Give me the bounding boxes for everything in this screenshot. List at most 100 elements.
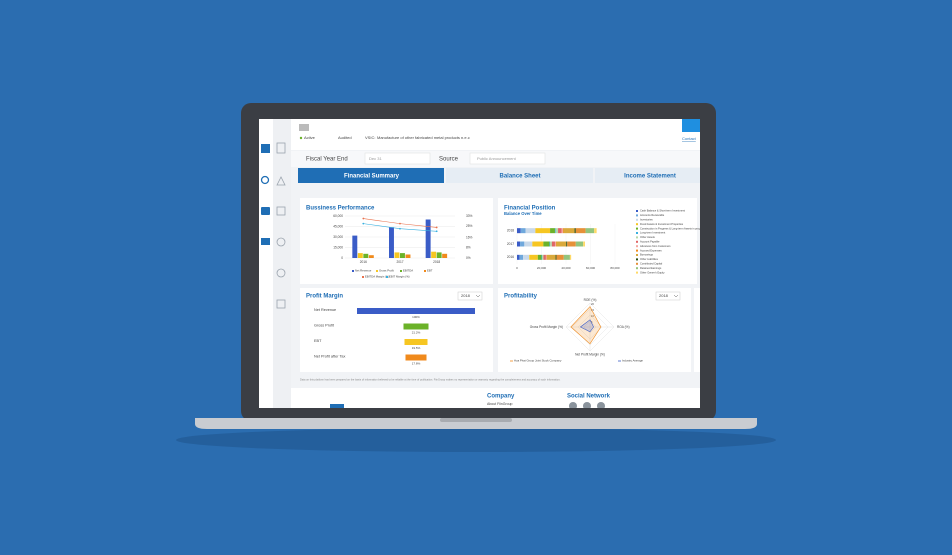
y2-tick-label: 8%: [466, 246, 471, 250]
axis-label: ROE (%): [584, 298, 597, 302]
contact-button[interactable]: [682, 119, 702, 132]
bar-segment: [517, 242, 520, 247]
bar-segment: [558, 228, 562, 233]
legend-swatch: [636, 272, 638, 274]
legend-swatch: [636, 258, 638, 260]
legend-swatch: [636, 245, 638, 247]
value-label: 21.2%: [412, 330, 421, 334]
bar-segment: [549, 242, 550, 247]
bar-segment: [546, 255, 547, 260]
x-tick-label: 60,000: [586, 266, 596, 270]
contact-link[interactable]: Contact: [682, 136, 697, 141]
category-label: Net Profit after Tax: [314, 355, 345, 359]
header: [291, 119, 700, 150]
legend-label: Contributed Capital: [640, 261, 663, 265]
y-tick-label: 45,000: [333, 224, 343, 228]
bar-segment: [517, 255, 519, 260]
bar-segment: [550, 228, 555, 233]
axis-label: Gross Profit Margin (%): [530, 325, 563, 329]
bar: [403, 324, 428, 330]
tab-label: Income Statement: [624, 174, 676, 180]
legend-label: Advances from Customers: [640, 244, 671, 248]
bar-segment: [538, 255, 542, 260]
bar-segment: [583, 242, 585, 247]
value-label: 17.8%: [412, 361, 421, 365]
x-tick-label: 2017: [396, 260, 403, 264]
bar: [400, 253, 405, 258]
y-tick-label: 2017: [507, 242, 514, 246]
legend-swatch: [636, 228, 638, 230]
chart-title: Profit Margin: [306, 294, 343, 300]
legend-swatch: [636, 214, 638, 216]
legend-swatch: [636, 263, 638, 265]
category-label: Gross Profit: [314, 324, 335, 328]
legend-label: Borrowings: [640, 253, 654, 257]
legend-label: Inventories: [640, 217, 653, 221]
y-tick-label: 0: [341, 256, 343, 260]
legend-swatch: [636, 232, 638, 234]
footer-company: Company: [487, 394, 515, 400]
bar: [405, 355, 426, 361]
icon-list[interactable]: [261, 238, 270, 245]
y2-tick-label: 25%: [466, 224, 473, 228]
bar: [431, 252, 436, 258]
bar-segment: [529, 255, 538, 260]
y2-tick-label: 16%: [466, 235, 473, 239]
bar-segment: [556, 255, 563, 260]
disclaimer: Data on this platform has been prepared …: [300, 378, 561, 382]
legend-label: Other Liabilities: [640, 257, 659, 261]
bar-segment: [543, 255, 545, 260]
line-point: [362, 223, 364, 225]
shadow: [176, 428, 776, 452]
bar: [369, 255, 374, 258]
bar-segment: [564, 228, 575, 233]
bar: [406, 255, 411, 259]
bar-segment: [542, 255, 543, 260]
x-tick-label: 2016: [360, 260, 367, 264]
status: Active: [304, 135, 316, 140]
y-tick-label: 2016: [507, 255, 514, 259]
legend-label: Cash Balance & Short-term Investment: [640, 209, 685, 213]
legend-swatch: [636, 254, 638, 256]
bar-segment: [564, 255, 570, 260]
value-label: 19.5%: [412, 346, 421, 350]
source-label: Source: [439, 157, 459, 163]
bar-segment: [576, 228, 586, 233]
icon-dashboard[interactable]: [261, 144, 270, 153]
bar: [358, 253, 363, 258]
status-dot: [300, 137, 302, 139]
line-point: [436, 230, 438, 232]
category-label: EBT: [314, 339, 322, 343]
bar-segment: [556, 228, 558, 233]
legend-label: Accounts Receivable: [640, 213, 665, 217]
legend-swatch: [636, 223, 638, 225]
legend-label: Other Owner's Equity: [640, 270, 665, 274]
vsic: Manufacture of other fabricated metal pr…: [377, 135, 470, 140]
screen: Active Audited VSIC: Manufacture of othe…: [259, 119, 706, 410]
bar: [389, 227, 394, 258]
legend-swatch: [352, 270, 354, 272]
bar: [352, 236, 357, 258]
legend-label: Gross Profit: [379, 269, 394, 273]
legend-label: EBITDA: [403, 269, 413, 273]
fiscal-value: Dec 31: [369, 156, 382, 161]
line-point: [399, 223, 401, 225]
bar-segment: [524, 242, 532, 247]
footer-about[interactable]: About FiinGroup: [487, 402, 513, 406]
chart-subtitle: Balance Over Time: [504, 211, 542, 216]
year-select-value: 2018: [461, 293, 471, 298]
bar-segment: [562, 228, 563, 233]
vsic-label: VSIC:: [365, 135, 375, 140]
legend-swatch: [636, 241, 638, 243]
legend-swatch: [400, 270, 402, 272]
line-point: [436, 227, 438, 229]
legend-label: Hoa Phat Group Joint Stock Company: [514, 359, 562, 363]
bar: [404, 339, 427, 345]
legend-label: Account Payable: [640, 239, 660, 243]
legend-swatch: [376, 270, 378, 272]
audit: Audited: [338, 135, 352, 140]
bar-segment: [520, 242, 524, 247]
icon-save[interactable]: [261, 207, 270, 215]
